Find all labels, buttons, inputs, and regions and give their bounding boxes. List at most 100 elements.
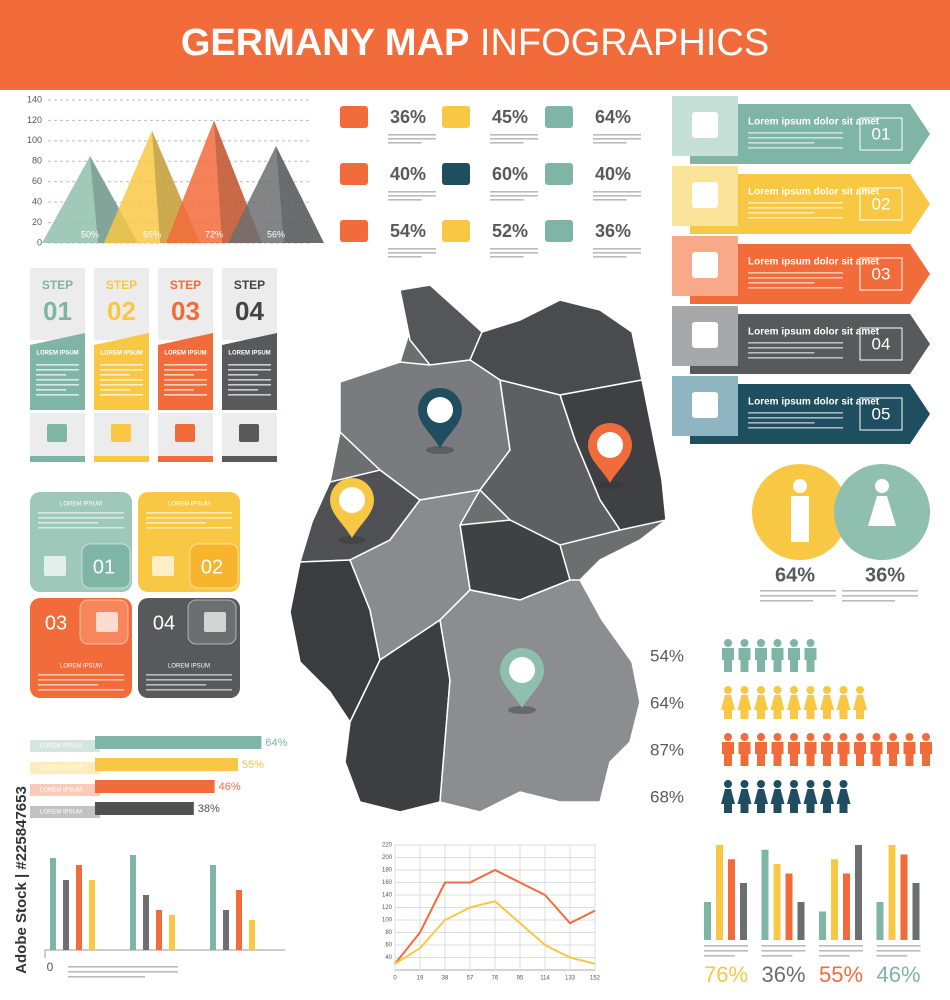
placeholder-line xyxy=(36,394,79,396)
placeholder-line xyxy=(388,199,422,201)
arrow-number-box xyxy=(859,327,903,361)
stat-icon xyxy=(340,220,368,242)
placeholder-line xyxy=(228,374,259,376)
person-body xyxy=(854,742,866,754)
person-head xyxy=(839,686,848,694)
stat-icon xyxy=(442,163,470,185)
arrow-text: Lorem ipsum dolor sit amet xyxy=(748,117,880,128)
placeholder-line xyxy=(68,976,145,978)
stat-icon xyxy=(442,220,470,242)
pyramid-label: 50% xyxy=(81,229,99,239)
tile-inner xyxy=(189,543,239,589)
x-tick-label: 38 xyxy=(442,976,449,982)
person-legs xyxy=(757,801,765,813)
person-head xyxy=(724,780,732,788)
person-body xyxy=(804,648,817,660)
person-legs xyxy=(740,660,749,672)
person-legs xyxy=(806,801,815,813)
placeholder-line xyxy=(146,517,232,519)
person-legs xyxy=(724,801,732,813)
tile-caption: LOREM IPSUM xyxy=(60,502,102,508)
people-value: 68% xyxy=(650,787,684,806)
bar xyxy=(831,859,838,940)
bar xyxy=(797,902,805,940)
pin-shadow xyxy=(426,446,454,454)
x-tick-label: 19 xyxy=(417,976,424,982)
placeholder-line xyxy=(36,379,79,381)
person-head xyxy=(773,780,782,788)
y-tick-label: 100 xyxy=(382,918,393,924)
placeholder-line xyxy=(748,142,815,144)
arrow-number-box xyxy=(859,117,903,151)
pin-shadow xyxy=(596,481,624,489)
placeholder-line xyxy=(748,147,843,149)
step-label: STEP xyxy=(170,278,201,292)
placeholder-line xyxy=(388,142,422,144)
person-legs xyxy=(889,754,897,766)
placeholder-line xyxy=(490,138,538,140)
bar xyxy=(63,880,69,950)
bar xyxy=(785,873,793,940)
arrow-band xyxy=(690,314,930,374)
placeholder-line xyxy=(100,364,143,366)
step-number: 04 xyxy=(235,296,264,326)
tile-icon xyxy=(152,556,174,576)
placeholder-line xyxy=(38,517,124,519)
placeholder-line xyxy=(490,199,524,201)
y-tick-label: 80 xyxy=(385,930,392,936)
hbar-category: LOREM IPSUM xyxy=(40,788,82,794)
hbar-category: LOREM IPSUM xyxy=(40,744,82,750)
person-legs xyxy=(823,754,831,766)
tile-number: 01 xyxy=(93,556,115,578)
person-head xyxy=(872,733,881,741)
stat-icon xyxy=(545,106,573,128)
stat-value: 36% xyxy=(595,221,631,241)
gender-body xyxy=(868,496,896,526)
placeholder-line xyxy=(38,679,124,681)
tile-caption: LOREM IPSUM xyxy=(60,664,102,670)
person-body xyxy=(770,789,785,804)
y-tick-label: 20 xyxy=(32,217,42,227)
person-body xyxy=(755,742,767,754)
person-legs xyxy=(806,707,815,719)
placeholder-line xyxy=(704,950,748,952)
step-top xyxy=(30,268,85,340)
step-body xyxy=(94,333,149,410)
placeholder-line xyxy=(490,191,538,193)
placeholder-line xyxy=(388,134,436,136)
header-bar xyxy=(0,0,950,90)
watermark: Adobe Stock | #225847653 xyxy=(13,786,30,974)
placeholder-line xyxy=(36,384,79,386)
placeholder-line xyxy=(228,369,271,371)
y-tick-label: 180 xyxy=(382,868,393,874)
hbar-value-label: 38% xyxy=(198,803,220,815)
placeholder-line xyxy=(748,342,843,344)
arrow-icon xyxy=(692,182,718,208)
person-legs xyxy=(790,707,798,719)
tile-inner xyxy=(81,543,131,589)
placeholder-line xyxy=(228,384,271,386)
person-head xyxy=(790,733,798,741)
placeholder-line xyxy=(876,945,921,947)
placeholder-line xyxy=(748,207,843,209)
bar xyxy=(76,865,82,950)
placeholder-line xyxy=(146,679,232,681)
arrow-icon xyxy=(692,392,718,418)
person-head xyxy=(823,733,831,741)
gender-head xyxy=(793,479,807,493)
person-body xyxy=(821,742,833,754)
person-body xyxy=(836,695,851,710)
placeholder-line xyxy=(593,138,641,140)
stat-value: 40% xyxy=(390,164,426,184)
person-legs xyxy=(905,754,914,766)
hbar xyxy=(95,802,194,815)
placeholder-line xyxy=(100,379,143,381)
placeholder-line xyxy=(761,945,806,947)
arrow-text: Lorem ipsum dolor sit amet xyxy=(748,327,880,338)
placeholder-line xyxy=(146,689,232,691)
hbar-value-label: 55% xyxy=(242,759,264,771)
person-legs xyxy=(773,754,782,766)
step-caption: LOREM IPSUM xyxy=(100,351,142,357)
person-legs xyxy=(773,660,782,672)
person-body xyxy=(755,648,767,660)
